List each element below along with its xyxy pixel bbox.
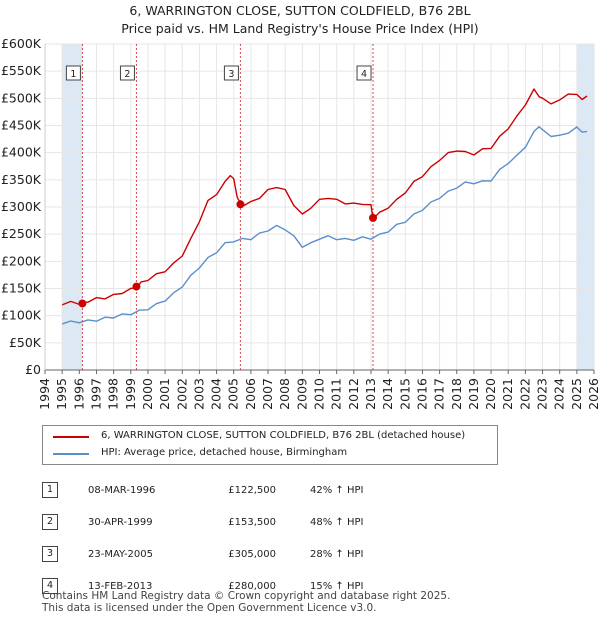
x-tick-label: 2018	[449, 378, 464, 410]
x-tick-label: 2009	[294, 378, 309, 410]
footer-line-1: Contains HM Land Registry data © Crown c…	[42, 590, 451, 602]
sale-label-2: 2	[124, 69, 130, 80]
hpi-line	[61, 126, 588, 325]
sale-number-cell: 1	[42, 474, 88, 506]
sale-number-cell: 3	[42, 538, 88, 570]
y-tick-label: £500K	[1, 90, 42, 105]
sale-price: £305,000	[228, 548, 276, 560]
sale-hpi-change: 15% ↑ HPI	[310, 580, 364, 592]
y-tick-label: £600K	[1, 36, 42, 51]
sale-date: 08-MAR-1996	[88, 484, 156, 496]
sale-hpi-change: 28% ↑ HPI	[310, 548, 364, 560]
y-tick-label: £250K	[1, 226, 42, 241]
x-tick-label: 1998	[106, 378, 121, 410]
chart-title-line-1: 6, WARRINGTON CLOSE, SUTTON COLDFIELD, B…	[129, 3, 470, 18]
sale-date: 23-MAY-2005	[88, 548, 154, 560]
y-tick-label: £350K	[1, 172, 42, 187]
x-tick-label: 2025	[569, 378, 584, 410]
y-tick-label: £50K	[9, 335, 42, 350]
sale-date: 30-APR-1999	[88, 516, 153, 528]
x-tick-label: 2017	[432, 378, 447, 410]
x-tick-label: 2012	[346, 378, 361, 410]
y-tick-label: £200K	[1, 253, 42, 268]
x-tick-label: 2023	[535, 378, 550, 410]
sale-point-2	[132, 282, 141, 291]
sale-price: £153,500	[228, 516, 276, 528]
chart-title-line-2: Price paid vs. HM Land Registry's House …	[121, 21, 478, 36]
legend-label-price: 6, WARRINGTON CLOSE, SUTTON COLDFIELD, B…	[101, 430, 466, 441]
y-tick-label: £300K	[1, 199, 42, 214]
chart-legend: 6, WARRINGTON CLOSE, SUTTON COLDFIELD, B…	[42, 425, 498, 465]
legend-label-hpi: HPI: Average price, detached house, Birm…	[101, 447, 348, 458]
sale-point-4	[369, 213, 378, 222]
x-tick-label: 1994	[37, 378, 52, 410]
table-row: 4 13-FEB-2013 £280,000 15% ↑ HPI	[42, 570, 410, 602]
sale-label-1: 1	[70, 69, 76, 80]
table-row: 3 23-MAY-2005 £305,000 28% ↑ HPI	[42, 538, 410, 570]
x-tick-label: 2019	[466, 378, 481, 410]
x-tick-label: 2024	[552, 378, 567, 410]
sale-price: £122,500	[228, 484, 276, 496]
x-tick-label: 1997	[88, 378, 103, 410]
transactions-table: 1 08-MAR-1996 £122,500 42% ↑ HPI 2 30-APR-199…	[42, 474, 410, 602]
y-tick-label: £0	[25, 362, 41, 377]
y-tick-label: £100K	[1, 308, 42, 323]
x-tick-label: 2006	[243, 378, 258, 410]
x-tick-label: 2000	[140, 378, 155, 410]
x-tick-label: 2022	[517, 378, 532, 410]
sale-price: £280,000	[228, 580, 276, 592]
x-tick-label: 1995	[54, 378, 69, 410]
x-tick-label: 2026	[586, 378, 600, 410]
sale-date: 13-FEB-2013	[88, 580, 153, 592]
x-tick-label: 2014	[380, 378, 395, 410]
x-tick-label: 1996	[71, 378, 86, 410]
price-chart: 6, WARRINGTON CLOSE, SUTTON COLDFIELD, B…	[1, 3, 600, 410]
x-tick-label: 2001	[157, 378, 172, 410]
x-tick-label: 2005	[226, 378, 241, 410]
sale-number: 3	[42, 546, 58, 562]
sale-label-box-1	[65, 65, 81, 81]
sale-label-box-2	[119, 65, 135, 81]
legend-swatch-hpi	[53, 453, 89, 455]
x-tick-label: 2021	[500, 378, 515, 410]
x-tick-label: 2010	[312, 378, 327, 410]
table-row: 2 30-APR-1999 £153,500 48% ↑ HPI	[42, 506, 410, 538]
x-tick-label: 2003	[191, 378, 206, 410]
sale-point-3	[236, 200, 245, 209]
sale-label-3: 3	[228, 69, 234, 80]
x-tick-label: 2020	[483, 378, 498, 410]
x-tick-label: 2008	[277, 378, 292, 410]
x-tick-label: 2011	[329, 378, 344, 410]
sale-number-cell: 2	[42, 506, 88, 538]
sale-hpi-change: 42% ↑ HPI	[310, 484, 364, 496]
x-tick-label: 2004	[209, 378, 224, 410]
sale-point-1	[78, 299, 87, 308]
x-tick-label: 2015	[397, 378, 412, 410]
x-tick-label: 2013	[363, 378, 378, 410]
price-paid-line	[61, 88, 588, 306]
sale-number: 1	[42, 482, 58, 498]
x-tick-label: 2007	[260, 378, 275, 410]
footer-line-2: This data is licensed under the Open Gov…	[42, 602, 377, 614]
sale-hpi-change: 48% ↑ HPI	[310, 516, 364, 528]
sale-label-4: 4	[361, 69, 367, 80]
sale-label-box-3	[223, 65, 239, 81]
sale-number: 4	[42, 578, 58, 594]
y-tick-label: £550K	[1, 63, 42, 78]
table-row: 1 08-MAR-1996 £122,500 42% ↑ HPI	[42, 474, 410, 506]
x-tick-label: 2016	[414, 378, 429, 410]
x-tick-label: 2002	[174, 378, 189, 410]
footer-notice: Contains HM Land Registry data © Crown c…	[42, 590, 450, 614]
legend-swatch-price	[53, 436, 89, 438]
y-tick-label: £450K	[1, 118, 42, 133]
sale-number-cell: 4	[42, 570, 88, 602]
sale-label-box-4	[356, 65, 372, 81]
y-tick-label: £150K	[1, 281, 42, 296]
y-tick-label: £400K	[1, 145, 42, 160]
sale-number: 2	[42, 514, 58, 530]
x-tick-label: 1999	[123, 378, 138, 410]
